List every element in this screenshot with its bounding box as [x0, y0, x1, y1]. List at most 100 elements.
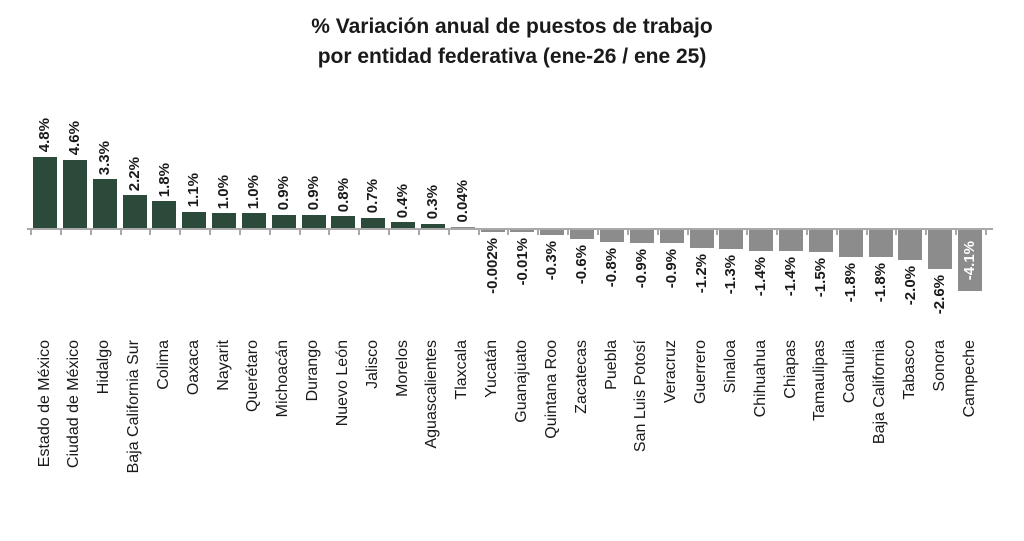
- bar: [540, 230, 565, 235]
- bar-value-label: -0.8%: [600, 248, 624, 287]
- bar-value-text: -0.3%: [543, 240, 561, 280]
- x-axis-tick: [865, 230, 868, 235]
- bar-value-label: 1.8%: [152, 163, 176, 197]
- x-axis-category-label: Chihuahua: [749, 340, 773, 417]
- x-axis-tick: [805, 230, 808, 235]
- bar: [271, 214, 296, 228]
- bar: [629, 230, 654, 244]
- x-axis-tick: [507, 230, 510, 235]
- bar-value-text: 0.3%: [424, 185, 442, 220]
- bar: [301, 214, 326, 228]
- x-axis-tick: [626, 230, 629, 235]
- bar-value-label: -1.2%: [690, 254, 714, 293]
- x-axis-tick: [209, 230, 211, 235]
- x-axis-category-label: Michoacán: [272, 340, 296, 417]
- x-axis-tick: [984, 230, 987, 235]
- x-axis-category-label: Quintana Roo: [540, 340, 564, 439]
- bar: [33, 156, 57, 228]
- x-axis-category-label: Estado de México: [33, 340, 57, 467]
- x-axis-category-text: Querétaro: [244, 340, 262, 413]
- x-axis-category-text: Sinaloa: [721, 340, 739, 394]
- x-axis-category-text: Tamaulipas: [811, 340, 829, 421]
- bar-value-text: -1.4%: [782, 256, 800, 297]
- bar-value-text: -0.6%: [573, 244, 591, 285]
- x-axis-category-text: Puebla: [602, 340, 620, 390]
- x-axis-category-label: Campeche: [958, 340, 982, 417]
- bar: [719, 230, 744, 250]
- x-axis-category-label: Nayarit: [212, 340, 236, 391]
- x-axis-category-text: Nuevo León: [333, 340, 351, 427]
- x-axis-category-label: Querétaro: [242, 340, 266, 412]
- x-axis-tick: [388, 230, 391, 235]
- bar-value-label: 2.2%: [123, 157, 147, 191]
- chart-title: % Variación anual de puestos de trabajo …: [0, 12, 1024, 72]
- bar-value-text: 0.8%: [334, 177, 352, 213]
- bar: [480, 230, 505, 232]
- bar-value-text: -2.6%: [931, 274, 949, 314]
- x-axis-category-text: Tlaxcala: [453, 340, 471, 400]
- x-axis-category-label: Tlaxcala: [451, 340, 475, 400]
- x-axis-tick: [716, 230, 719, 235]
- chart-title-line2: por entidad federativa (ene-26 / ene 25): [317, 45, 707, 68]
- bar-value-text: -1.4%: [752, 256, 770, 297]
- bar: [92, 178, 117, 228]
- x-axis-category-label: Morelos: [391, 340, 415, 397]
- x-axis-tick: [149, 230, 152, 235]
- bar-value-label: 1.1%: [182, 173, 206, 207]
- bar-value-text: -0.9%: [662, 249, 680, 289]
- bar-value-text: -1.3%: [722, 255, 740, 295]
- x-axis-category-text: Baja California Sur: [125, 340, 143, 474]
- bar-value-text: 0.7%: [364, 179, 382, 214]
- x-axis-category-text: Yucatán: [483, 340, 501, 398]
- bar: [182, 211, 207, 228]
- bar: [62, 159, 87, 228]
- bar-value-text: 1.0%: [245, 174, 263, 210]
- bar-value-text: 1.8%: [155, 163, 173, 198]
- x-axis-tick: [776, 230, 778, 235]
- bar-value-text: 3.3%: [95, 140, 113, 175]
- x-axis-tick: [895, 230, 898, 235]
- x-axis-category-text: Coahuila: [841, 340, 859, 404]
- bar: [958, 230, 982, 292]
- x-axis-category-text: Guanajuato: [512, 340, 530, 423]
- bar: [808, 230, 833, 253]
- x-axis-category-text: Baja California: [871, 340, 889, 445]
- bar-value-label: -1.4%: [749, 257, 773, 296]
- bar-value-text: -1.8%: [841, 262, 859, 302]
- x-axis-tick: [656, 230, 659, 235]
- x-axis-tick: [955, 230, 957, 235]
- x-axis-category-text: Campeche: [960, 340, 978, 418]
- bar-value-label: 0.9%: [272, 176, 296, 210]
- x-axis-category-text: Nayarit: [214, 340, 232, 391]
- x-axis-category-text: Michoacán: [274, 340, 292, 418]
- bar: [361, 217, 386, 228]
- bar-value-text: 1.1%: [185, 173, 203, 208]
- bar-value-text: 0.9%: [274, 176, 292, 211]
- bar-value-label: 1.0%: [212, 175, 236, 209]
- bar-value-label: -1.8%: [869, 263, 893, 302]
- x-axis-category-text: Sonora: [930, 340, 948, 392]
- x-axis-tick: [238, 230, 241, 235]
- x-axis-tick: [59, 230, 62, 235]
- bar-value-text: -1.8%: [871, 262, 889, 302]
- x-axis-line: [27, 228, 993, 230]
- x-axis-category-label: Hidalgo: [93, 340, 117, 394]
- x-axis-category-text: Hidalgo: [95, 340, 113, 395]
- x-axis-tick: [268, 230, 271, 235]
- x-axis-category-label: Guanajuato: [510, 340, 534, 423]
- x-axis-category-text: Durango: [304, 340, 322, 402]
- bar-value-label: -1.5%: [809, 258, 833, 297]
- bar: [898, 230, 923, 260]
- x-axis-category-label: Baja California: [869, 340, 893, 444]
- bar-value-text: 4.6%: [65, 121, 83, 156]
- x-axis-category-label: Baja California Sur: [123, 340, 147, 473]
- bar: [212, 213, 236, 228]
- bar-value-label: 4.8%: [33, 118, 57, 152]
- bar: [420, 223, 445, 228]
- x-axis-category-label: Yucatán: [481, 340, 505, 398]
- x-axis-category-text: San Luis Potosí: [632, 340, 650, 453]
- x-axis-tick: [89, 230, 92, 235]
- bar-value-label: -0.9%: [660, 249, 684, 288]
- bar-value-label: -1.4%: [779, 257, 803, 296]
